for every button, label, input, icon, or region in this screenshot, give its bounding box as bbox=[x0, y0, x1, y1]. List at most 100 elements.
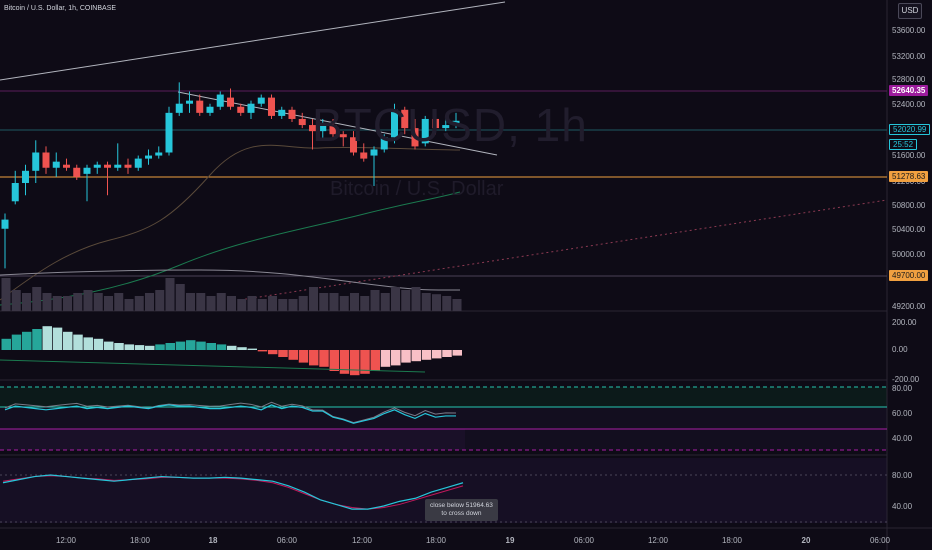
rsi-signal-line bbox=[4, 401, 457, 424]
candle-body bbox=[432, 118, 439, 129]
volume-bar bbox=[268, 296, 277, 311]
candle-body bbox=[421, 118, 429, 144]
histogram-bar bbox=[186, 340, 196, 350]
candle-body bbox=[278, 109, 286, 116]
volume-bar bbox=[411, 287, 421, 311]
candle-body bbox=[206, 106, 214, 113]
candle-body bbox=[411, 128, 419, 147]
histogram-bar bbox=[124, 344, 134, 350]
candle-body bbox=[155, 152, 163, 156]
candle-body bbox=[452, 120, 460, 126]
candlesticks bbox=[1, 82, 460, 269]
histogram-bar bbox=[93, 338, 104, 350]
candle-body bbox=[22, 170, 29, 183]
candle-body bbox=[391, 109, 398, 138]
volume-bar bbox=[298, 296, 308, 311]
volume-bar bbox=[319, 293, 329, 311]
stoch-axis-label: 80.00 bbox=[892, 471, 913, 480]
currency-button[interactable]: USD bbox=[898, 3, 922, 19]
histogram-bar bbox=[227, 345, 237, 350]
histogram-bar bbox=[206, 343, 216, 350]
volume-bar bbox=[237, 299, 247, 311]
time-axis-label: 06:00 bbox=[277, 536, 298, 545]
volume-bar bbox=[432, 294, 441, 311]
volume-bar bbox=[329, 293, 339, 311]
volume-bar bbox=[165, 278, 175, 311]
candle-body bbox=[32, 152, 40, 171]
price-axis[interactable]: 53600.00 53200.00 52800.00 52400.00 51600.00… bbox=[892, 26, 926, 511]
price-axis-label: 53600.00 bbox=[892, 26, 926, 35]
volume-bar bbox=[196, 293, 206, 311]
volume-bar bbox=[247, 296, 257, 311]
candle-body bbox=[309, 125, 316, 132]
candle-body bbox=[104, 164, 111, 168]
histogram-bar bbox=[22, 331, 32, 350]
candle-body bbox=[247, 103, 255, 113]
tooltip-line-2: to cross down bbox=[441, 510, 482, 517]
volume-bars bbox=[1, 278, 462, 311]
volume-bar bbox=[52, 296, 62, 311]
time-axis-label: 20 bbox=[802, 536, 811, 545]
histogram-bar bbox=[104, 341, 114, 350]
price-axis-label: 51600.00 bbox=[892, 151, 926, 160]
price-axis-label: 52400.00 bbox=[892, 100, 926, 109]
volume-bar bbox=[155, 290, 165, 311]
histogram-bar bbox=[145, 345, 155, 350]
price-axis-label: 52800.00 bbox=[892, 75, 926, 84]
candle-body bbox=[257, 97, 265, 104]
chart-title: Bitcoin / U.S. Dollar, 1h, COINBASE bbox=[4, 5, 117, 12]
histogram-bar bbox=[83, 337, 93, 350]
histogram-bar bbox=[114, 343, 124, 350]
volume-bar bbox=[206, 296, 216, 311]
volume-bar bbox=[42, 293, 52, 311]
histogram-bar bbox=[298, 350, 309, 363]
candle-body bbox=[268, 97, 275, 116]
time-axis-label: 12:00 bbox=[648, 536, 669, 545]
price-axis-label: 50400.00 bbox=[892, 225, 926, 234]
candle-body bbox=[319, 125, 327, 132]
watermark-name: Bitcoin / U.S. Dollar bbox=[330, 178, 504, 200]
histogram-bar bbox=[42, 326, 52, 350]
stoch-k-line bbox=[2, 474, 464, 510]
time-axis[interactable]: 12:00 18:00 18 06:00 12:00 18:00 19 06:00 12:00 1… bbox=[56, 536, 891, 545]
candle-body bbox=[350, 137, 357, 153]
histogram-bar bbox=[155, 344, 165, 350]
histogram-bar bbox=[370, 350, 380, 371]
volume-bar bbox=[391, 287, 400, 311]
histogram-bar bbox=[257, 350, 268, 352]
candle-body bbox=[196, 100, 204, 113]
upper-trendline[interactable] bbox=[0, 1, 506, 81]
histogram-bar bbox=[350, 350, 360, 376]
volume-bar bbox=[93, 293, 103, 311]
volume-bar bbox=[32, 287, 42, 311]
histogram-bar bbox=[237, 347, 247, 350]
candle-body bbox=[83, 167, 91, 174]
time-axis-label: 12:00 bbox=[352, 536, 373, 545]
time-axis-label: 18:00 bbox=[722, 536, 743, 545]
candle-body bbox=[216, 94, 224, 107]
histogram-bar bbox=[63, 331, 73, 350]
volume-bar bbox=[257, 299, 267, 311]
histogram-bar bbox=[319, 350, 329, 367]
histogram-bar bbox=[247, 348, 257, 350]
candle-body bbox=[42, 152, 50, 168]
histogram-bar bbox=[175, 341, 186, 350]
price-axis-label: 49200.00 bbox=[892, 302, 926, 311]
histogram-bars bbox=[1, 326, 462, 376]
histogram-bar bbox=[309, 350, 319, 366]
histogram-bar bbox=[452, 350, 462, 356]
candle-body bbox=[442, 125, 450, 129]
price-axis-label: 53200.00 bbox=[892, 52, 926, 61]
time-axis-label: 06:00 bbox=[574, 536, 595, 545]
time-axis-label: 18 bbox=[209, 536, 218, 545]
candle-body bbox=[175, 103, 183, 113]
countdown-label: 25:52 bbox=[889, 139, 918, 150]
histogram-axis-label: 0.00 bbox=[892, 345, 908, 354]
candle-body bbox=[237, 106, 245, 113]
volume-bar bbox=[104, 296, 113, 311]
histogram-bar bbox=[339, 350, 350, 374]
volume-bar bbox=[227, 296, 236, 311]
volume-bar bbox=[309, 287, 318, 311]
histogram-bar bbox=[411, 350, 421, 362]
